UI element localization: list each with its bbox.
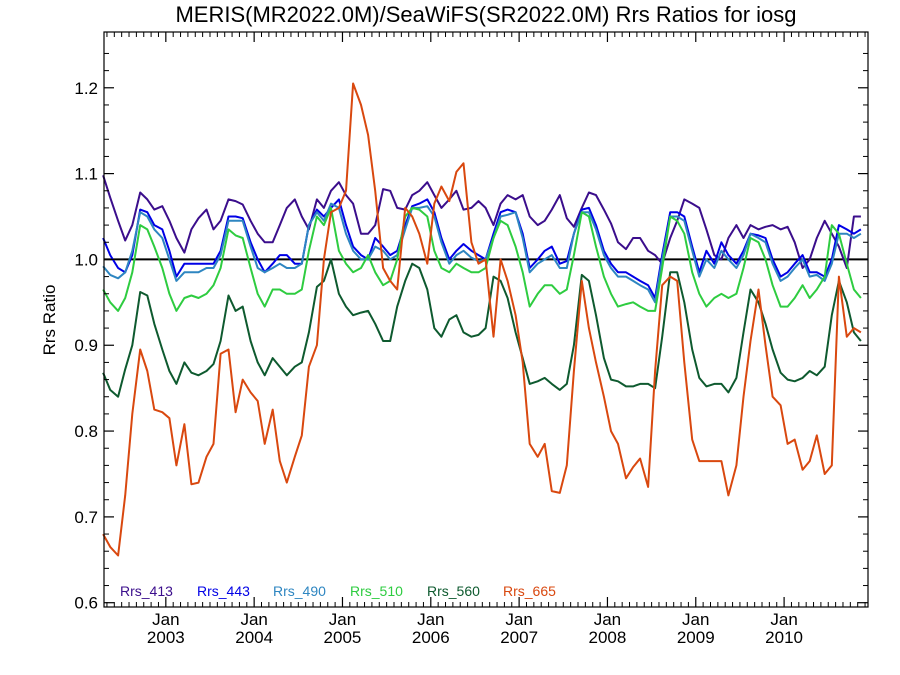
series-line-rrs-413: [102, 174, 861, 269]
y-tick-label: 1.0: [74, 250, 98, 269]
x-tick-label-month: Jan: [329, 610, 356, 629]
y-tick-label: 1.1: [74, 165, 98, 184]
x-tick-label-year: 2007: [500, 628, 538, 647]
x-tick-label-month: Jan: [240, 610, 267, 629]
y-tick-label: 0.8: [74, 422, 98, 441]
legend-item-rrs-510: Rrs_510: [350, 583, 403, 599]
legend-item-rrs-443: Rrs_443: [197, 583, 250, 599]
y-ticks: 0.6 0.7 0.8 0.9 1.0 1.1 1.2: [74, 52, 868, 613]
x-tick-label-month: Jan: [505, 610, 532, 629]
legend-item-rrs-413: Rrs_413: [120, 583, 173, 599]
x-tick-label-month: Jan: [770, 610, 797, 629]
series-line-rrs-510: [102, 206, 862, 312]
y-tick-label: 0.6: [74, 594, 98, 613]
series-lines: [102, 82, 862, 557]
y-tick-label: 0.9: [74, 336, 98, 355]
x-tick-label-year: 2009: [677, 628, 715, 647]
x-tick-label-month: Jan: [417, 610, 444, 629]
legend-item-rrs-560: Rrs_560: [427, 583, 480, 599]
chart-title: MERIS(MR2022.0M)/SeaWiFS(SR2022.0M) Rrs …: [175, 2, 796, 27]
legend-item-rrs-665: Rrs_665: [503, 583, 556, 599]
x-tick-label-year: 2005: [324, 628, 362, 647]
y-axis-label: Rrs Ratio: [40, 285, 59, 356]
x-tick-label-year: 2003: [147, 628, 185, 647]
axes: [103, 31, 869, 608]
series-line-rrs-490: [102, 202, 862, 304]
plot-frame: [103, 31, 869, 608]
x-tick-label-month: Jan: [594, 610, 621, 629]
x-ticks: Jan2003Jan2004Jan2005Jan2006Jan2007Jan20…: [106, 32, 866, 647]
y-tick-label: 0.7: [74, 508, 98, 527]
x-tick-label-year: 2004: [235, 628, 273, 647]
y-tick-label: 1.2: [74, 79, 98, 98]
x-tick-label-year: 2008: [589, 628, 627, 647]
series-line-rrs-665: [102, 82, 862, 557]
x-tick-label-month: Jan: [152, 610, 179, 629]
x-tick-label-year: 2010: [765, 628, 803, 647]
series-line-rrs-560: [102, 258, 862, 398]
x-tick-label-month: Jan: [682, 610, 709, 629]
legend-item-rrs-490: Rrs_490: [273, 583, 326, 599]
x-tick-label-year: 2006: [412, 628, 450, 647]
legend: Rrs_413 Rrs_443 Rrs_490 Rrs_510 Rrs_560 Rrs_6…: [120, 583, 556, 599]
series-line-rrs-443: [102, 198, 862, 299]
